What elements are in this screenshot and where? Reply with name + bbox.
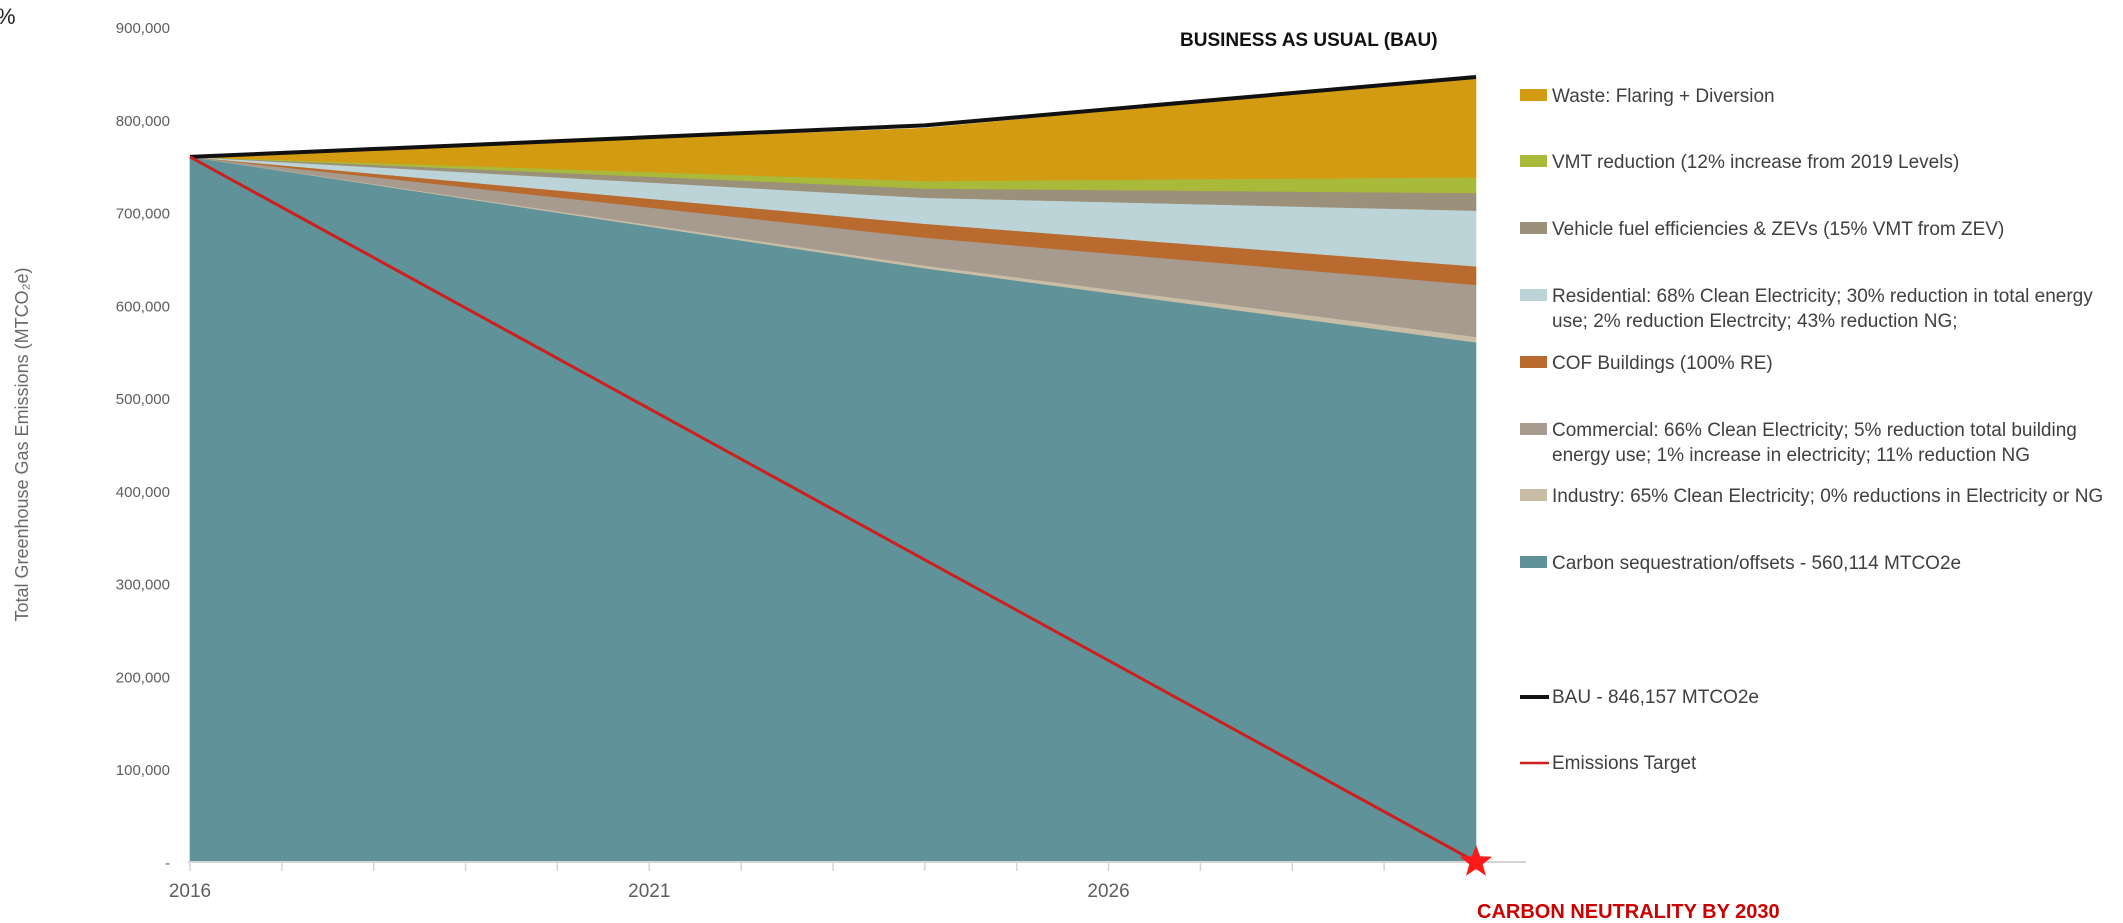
legend-label-vehicle-fuel-efficiencies-zevs-15-vmt-fr: Vehicle fuel efficiencies & ZEVs (15% VM… xyxy=(1552,219,2004,240)
carbon-neutrality-callout: CARBON NEUTRALITY BY 2030 xyxy=(1477,901,1780,923)
y-tick-label: 500,000 xyxy=(116,391,170,408)
legend-swatch-cof-buildings-100-re xyxy=(1520,356,1547,368)
line-series-layer xyxy=(189,74,1477,864)
chart-legend: Waste: Flaring + Diversion VMT reduction … xyxy=(1520,86,2103,774)
y-axis-title: Total Greenhouse Gas Emissions (MTCO₂e) xyxy=(12,267,32,621)
legend-swatch-industry-65-clean-electricity-0-reductio xyxy=(1520,489,1547,501)
legend-label-industry-65-clean-electricity-0-reductio: Industry: 65% Clean Electricity; 0% redu… xyxy=(1552,486,2103,507)
legend-label-emissions-target: Emissions Target xyxy=(1552,753,1697,774)
y-tick-label: 400,000 xyxy=(116,484,170,501)
y-tick-label: 600,000 xyxy=(116,298,170,315)
y-tick-label: 700,000 xyxy=(116,206,170,223)
legend-label-residential-68-clean-electricity-30-redu: Residential: 68% Clean Electricity; 30% … xyxy=(1552,286,2093,332)
y-tick-label: 900,000 xyxy=(116,20,170,37)
legend-label-carbon-sequestration-offsets-560-114-mtc: Carbon sequestration/offsets - 560,114 M… xyxy=(1552,553,1961,574)
axes-layer: 2016 2021 2026 - 100,000 200,000 300,000 400,00… xyxy=(12,20,1526,902)
legend-swatch-carbon-sequestration-offsets-560-114-mtc xyxy=(1520,556,1547,568)
corner-percent-mark: % xyxy=(0,4,16,29)
y-tick-label: 800,000 xyxy=(116,113,170,130)
legend-swatch-vehicle-fuel-efficiencies-zevs-15-vmt-fr xyxy=(1520,222,1547,234)
area-series-waste-flaring-diversion xyxy=(189,76,1477,182)
legend-label-bau: BAU - 846,157 MTCO2e xyxy=(1552,687,1759,708)
annotations-layer: BUSINESS AS USUAL (BAU) CARBON NEUTRALITY… xyxy=(1180,30,1780,923)
bau-callout: BUSINESS AS USUAL (BAU) xyxy=(1180,30,1438,51)
y-tick-label: 200,000 xyxy=(116,669,170,686)
legend-label-commercial-66-clean-electricity-5-reduct: Commercial: 66% Clean Electricity; 5% re… xyxy=(1552,420,2077,466)
x-tick-label: 2021 xyxy=(628,881,670,902)
y-tick-label: 300,000 xyxy=(116,577,170,594)
legend-swatch-vmt-reduction-12-increase-from-2019-leve xyxy=(1520,155,1547,167)
legend-swatch-commercial-66-clean-electricity-5-reduct xyxy=(1520,423,1547,435)
y-tick-label: 100,000 xyxy=(116,762,170,779)
legend-label-cof-buildings-100-re: COF Buildings (100% RE) xyxy=(1552,353,1773,374)
target-star-icon xyxy=(1459,845,1493,876)
emissions-target-line xyxy=(189,155,1477,864)
legend-swatch-residential-68-clean-electricity-30-redu xyxy=(1520,289,1547,301)
x-tick-label: 2016 xyxy=(169,881,211,902)
legend-swatch-waste-flaring-diversion xyxy=(1520,89,1547,101)
legend-label-waste-flaring-diversion: Waste: Flaring + Diversion xyxy=(1552,86,1775,107)
x-tick-label: 2026 xyxy=(1087,881,1129,902)
y-tick-label: - xyxy=(165,855,170,872)
bau-line xyxy=(189,74,1477,159)
legend-label-vmt-reduction-12-increase-from-2019-leve: VMT reduction (12% increase from 2019 Le… xyxy=(1552,152,1959,173)
area-series-layer xyxy=(189,76,1477,863)
